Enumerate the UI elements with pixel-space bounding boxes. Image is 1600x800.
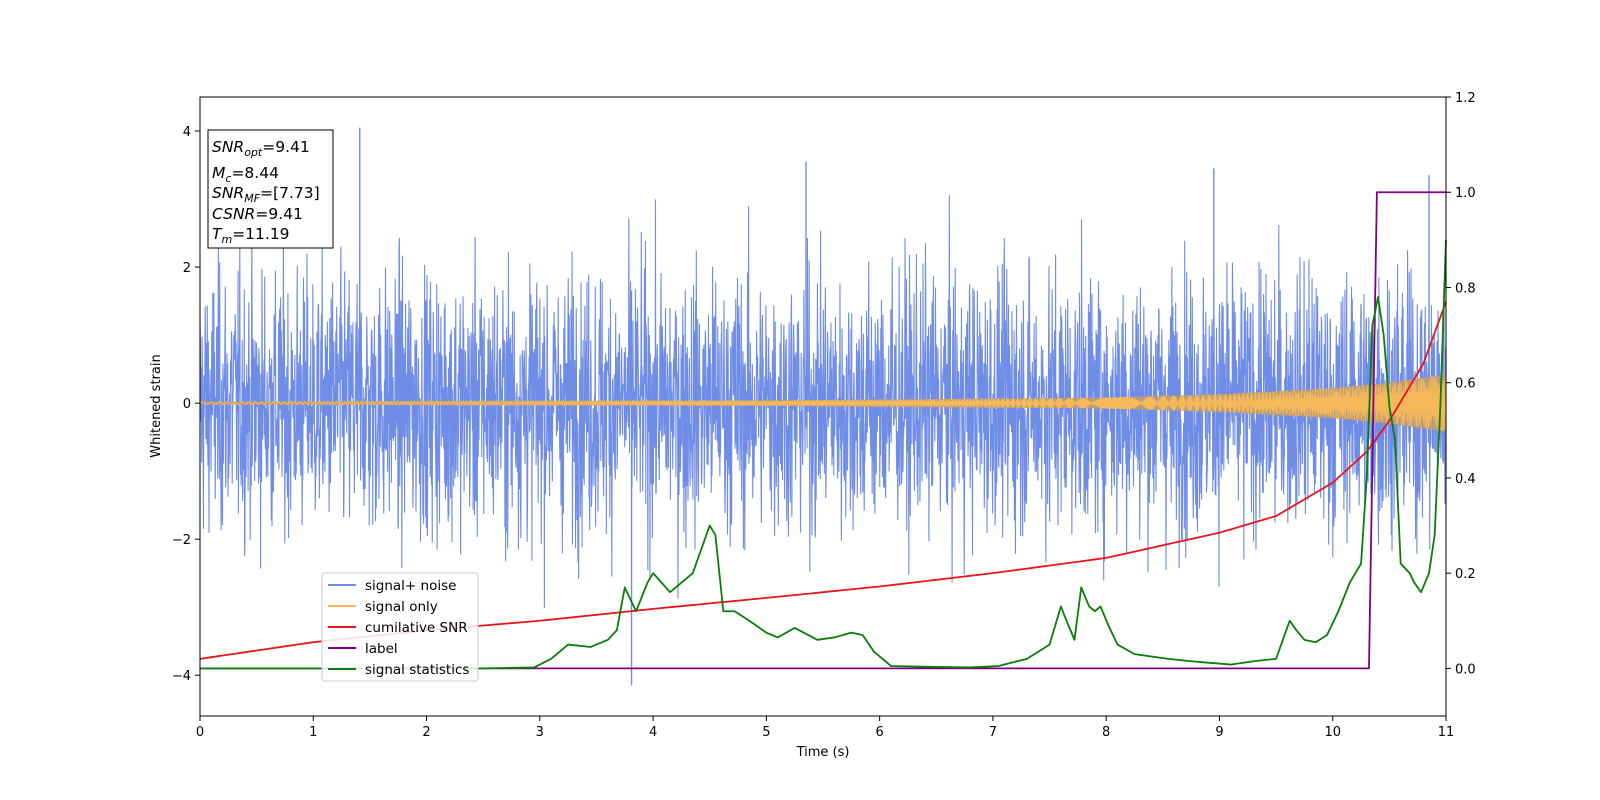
x-tick-label: 3 (536, 725, 544, 740)
x-tick-label: 6 (875, 725, 883, 740)
y-axis-label: Whitened strain (149, 354, 164, 457)
x-tick-label: 7 (989, 725, 997, 740)
x-tick-label: 9 (1215, 725, 1223, 740)
plot-area-frame (199, 96, 1447, 717)
legend-label-cumulative-snr: cumilative SNR (365, 620, 468, 636)
legend-label-label: label (365, 641, 398, 657)
info-mc: Mc=8.44 (212, 164, 279, 185)
signal-only-line (199, 376, 1447, 431)
y-left-tick-label: −4 (172, 669, 191, 684)
legend-label-signal-only: signal only (365, 599, 438, 615)
y-right-tick-label: 0.6 (1455, 377, 1476, 392)
y-right-tick-label: 0.2 (1455, 567, 1476, 582)
x-tick-label: 8 (1102, 725, 1110, 740)
info-box-frame (207, 129, 334, 249)
x-tick-label: 2 (422, 725, 430, 740)
x-tick-label: 4 (649, 725, 657, 740)
label-line (200, 191, 1446, 670)
legend: signal+ noise signal only cumilative SNR… (321, 572, 479, 682)
y-left-tick-label: −2 (172, 533, 191, 548)
y-right-tick-label: 1.2 (1455, 91, 1476, 106)
y-axis-left-ticks: 4 2 0 −2 −4 (172, 125, 200, 684)
x-tick-label: 1 (309, 725, 317, 740)
x-axis-label: Time (s) (796, 745, 850, 760)
info-box: SNRopt=9.41 Mc=8.44 SNRMF=[7.73] CSNR=9.… (207, 129, 334, 249)
info-tm: Tm=11.19 (212, 225, 290, 246)
x-tick-label: 0 (196, 725, 204, 740)
x-axis-ticks: 0 1 2 3 4 5 6 7 8 9 10 11 (196, 716, 1454, 740)
y-right-tick-label: 0.8 (1455, 281, 1476, 296)
info-csnr: CSNR=9.41 (212, 205, 303, 223)
y-right-tick-label: 0.0 (1455, 662, 1476, 677)
y-right-tick-label: 0.4 (1455, 472, 1476, 487)
x-tick-label: 11 (1438, 725, 1455, 740)
x-tick-label: 10 (1324, 725, 1341, 740)
info-snr-mf: SNRMF=[7.73] (212, 184, 320, 205)
signal-noise-series (199, 127, 1447, 686)
legend-frame (321, 572, 479, 682)
y-left-tick-label: 4 (183, 125, 191, 140)
y-axis-right-ticks: 1.2 1.0 0.8 0.6 0.4 0.2 0.0 (1446, 91, 1476, 677)
signal-statistics-line (200, 239, 1447, 670)
y-left-tick-label: 0 (183, 397, 191, 412)
y-left-tick-label: 2 (183, 261, 191, 276)
legend-label-signal-noise: signal+ noise (365, 578, 456, 594)
cumulative-snr-line (199, 301, 1447, 660)
info-snr-opt: SNRopt=9.41 (212, 138, 310, 159)
x-tick-label: 5 (762, 725, 770, 740)
legend-label-signal-statistics: signal statistics (365, 662, 469, 678)
y-right-tick-label: 1.0 (1455, 186, 1476, 201)
